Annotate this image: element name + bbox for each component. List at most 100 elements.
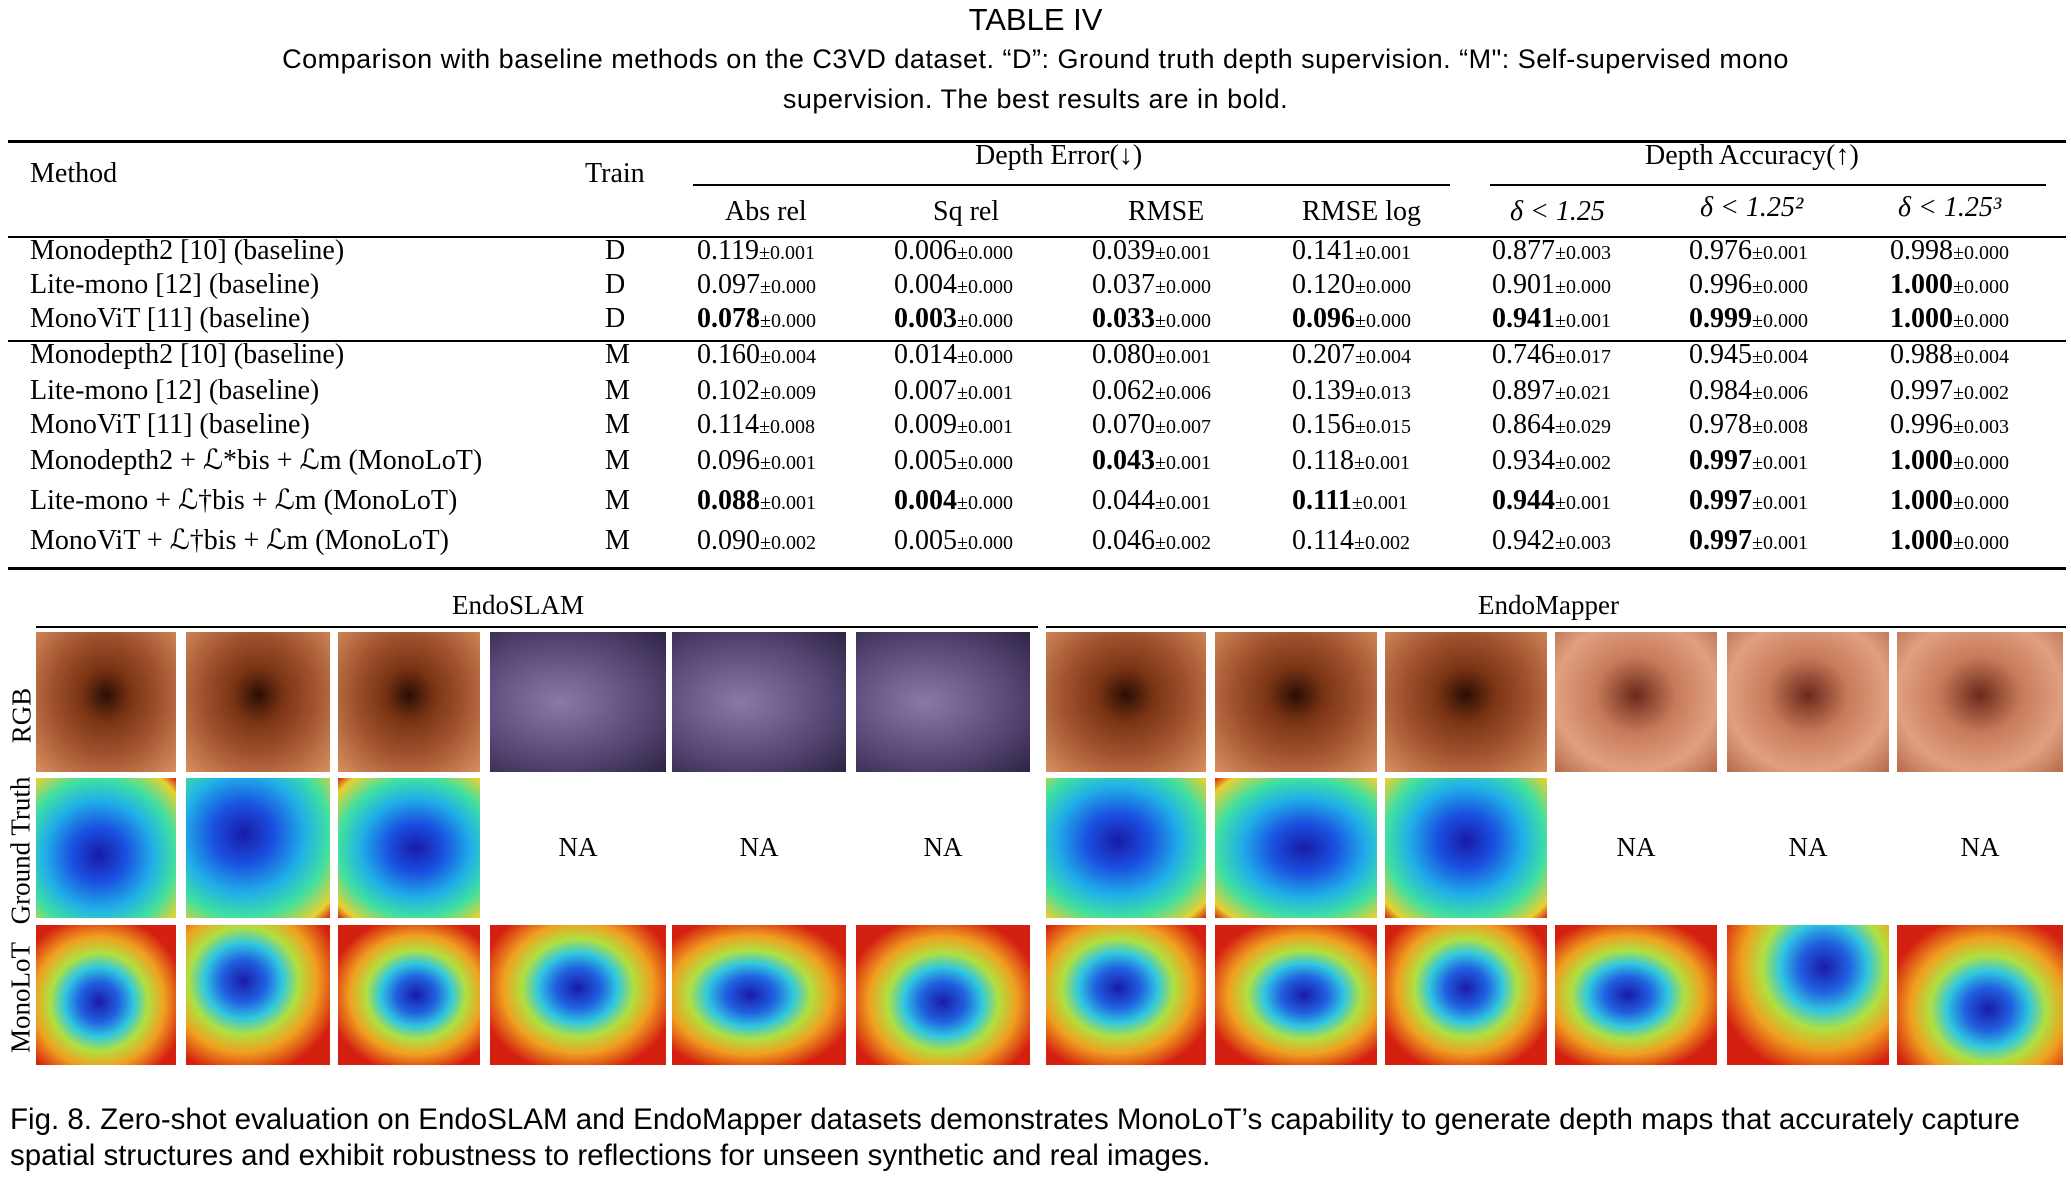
cell-std: ±0.007 <box>1155 416 1211 438</box>
cell-value: 0.944 <box>1492 485 1555 516</box>
header-depth-accuracy: Depth Accuracy(↑) <box>1645 140 1859 171</box>
cell-value: 0.102 <box>697 375 760 406</box>
group-rule <box>8 340 2066 342</box>
cell-std: ±0.001 <box>1752 452 1808 474</box>
na-label: NA <box>923 832 963 862</box>
table-cell: 0.078±0.000 <box>697 302 816 338</box>
table-cell: 0.070±0.007 <box>1092 408 1211 444</box>
monolot-depth-image <box>672 925 846 1065</box>
cell-std: ±0.001 <box>760 452 816 474</box>
cell-std: ±0.001 <box>1155 492 1211 514</box>
table-cell: 0.139±0.013 <box>1292 374 1411 410</box>
cell-value: 0.119 <box>697 235 759 266</box>
table-row-train: M <box>605 525 630 556</box>
cell-value: 0.062 <box>1092 375 1155 406</box>
cell-value: 0.005 <box>894 445 957 476</box>
table-row-method: MonoViT + ℒ†bis + ℒm (MonoLoT) <box>30 525 449 556</box>
table-row-train: M <box>605 445 630 476</box>
cell-value: 0.078 <box>697 303 760 334</box>
header-method: Method <box>30 158 118 189</box>
cell-value: 0.096 <box>1292 303 1355 334</box>
cell-value: 1.000 <box>1890 485 1953 516</box>
cell-value: 0.004 <box>894 269 957 300</box>
monolot-depth-image <box>1385 925 1547 1065</box>
cell-std: ±0.008 <box>1752 416 1808 438</box>
na-label: NA <box>1960 832 2000 862</box>
table-cell: 0.102±0.009 <box>697 374 816 410</box>
table-cell: 0.044±0.001 <box>1092 484 1211 520</box>
cell-value: 0.999 <box>1689 303 1752 334</box>
cell-std: ±0.009 <box>760 382 816 404</box>
cell-value: 0.942 <box>1492 525 1555 556</box>
table-cell: 0.934±0.002 <box>1492 444 1611 480</box>
cell-std: ±0.000 <box>760 310 816 332</box>
cell-value: 0.984 <box>1689 375 1752 406</box>
cell-value: 0.003 <box>894 303 957 334</box>
table-cell: 0.941±0.001 <box>1492 302 1611 338</box>
table-row-method: Monodepth2 [10] (baseline) <box>30 235 345 266</box>
cell-std: ±0.004 <box>1355 346 1411 368</box>
cell-std: ±0.000 <box>957 346 1013 368</box>
cell-value: 0.978 <box>1689 409 1752 440</box>
table-cell: 0.046±0.002 <box>1092 524 1211 560</box>
cell-value: 0.998 <box>1890 235 1953 266</box>
cell-std: ±0.001 <box>760 492 816 514</box>
table-caption-text-1: Comparison with baseline methods on the … <box>282 44 1789 74</box>
table-cell: 0.118±0.001 <box>1292 444 1410 480</box>
table-row-train: D <box>605 269 626 300</box>
table-cell: 0.997±0.001 <box>1689 484 1808 520</box>
table-title: TABLE IV <box>968 2 1103 37</box>
table-cell: 0.037±0.000 <box>1092 268 1211 304</box>
cell-std: ±0.000 <box>1953 310 2009 332</box>
table-cell: 0.156±0.015 <box>1292 408 1411 444</box>
table-cell: 0.043±0.001 <box>1092 444 1211 480</box>
cell-std: ±0.000 <box>1155 310 1211 332</box>
cell-value: 0.007 <box>894 375 957 406</box>
cell-value: 0.877 <box>1492 235 1555 266</box>
cell-std: ±0.000 <box>1953 452 2009 474</box>
table-cell: 0.942±0.003 <box>1492 524 1611 560</box>
ground-truth-depth-image <box>338 778 480 918</box>
cell-value: 0.997 <box>1890 375 1953 406</box>
table-row-train: D <box>605 303 626 334</box>
header-rmse: RMSE <box>1128 196 1205 227</box>
table-row-train: M <box>605 409 630 440</box>
cell-std: ±0.000 <box>957 276 1013 298</box>
table-cell: 0.998±0.000 <box>1890 234 2009 270</box>
table-cell: 0.080±0.001 <box>1092 338 1211 374</box>
cell-value: 0.114 <box>697 409 759 440</box>
cell-value: 0.934 <box>1492 445 1555 476</box>
rgb-image <box>1727 632 1889 772</box>
cell-value: 0.097 <box>697 269 760 300</box>
cell-value: 0.014 <box>894 339 957 370</box>
table-cell: 0.014±0.000 <box>894 338 1013 374</box>
cell-std: ±0.000 <box>957 452 1013 474</box>
monolot-depth-image <box>1897 925 2063 1065</box>
header-abs-rel: Abs rel <box>725 196 807 227</box>
cell-value: 0.114 <box>1292 525 1354 556</box>
cell-std: ±0.001 <box>1752 492 1808 514</box>
cell-value: 0.156 <box>1292 409 1355 440</box>
table-cell: 1.000±0.000 <box>1890 444 2009 480</box>
cell-value: 0.901 <box>1492 269 1555 300</box>
cell-value: 0.005 <box>894 525 957 556</box>
cell-value: 0.080 <box>1092 339 1155 370</box>
table-cell: 0.005±0.000 <box>894 524 1013 560</box>
table-cell: 0.114±0.002 <box>1292 524 1410 560</box>
depth-accuracy-rule <box>1490 184 2046 186</box>
figure-caption: Fig. 8. Zero-shot evaluation on EndoSLAM… <box>10 1103 2020 1172</box>
table-cell: 0.996±0.000 <box>1689 268 1808 304</box>
header-delta-3: δ < 1.25³ <box>1898 192 2002 223</box>
ground-truth-depth-image <box>1385 778 1547 918</box>
monolot-depth-image <box>338 925 480 1065</box>
cell-std: ±0.001 <box>758 242 815 264</box>
table-cell: 0.978±0.008 <box>1689 408 1808 444</box>
cell-std: ±0.001 <box>1155 452 1211 474</box>
cell-std: ±0.000 <box>1953 492 2009 514</box>
table-cell: 0.096±0.001 <box>697 444 816 480</box>
table-cell: 0.901±0.000 <box>1492 268 1611 304</box>
cell-std: ±0.004 <box>760 346 816 368</box>
rgb-image <box>1897 632 2063 772</box>
cell-value: 0.996 <box>1689 269 1752 300</box>
cell-value: 0.039 <box>1092 235 1155 266</box>
